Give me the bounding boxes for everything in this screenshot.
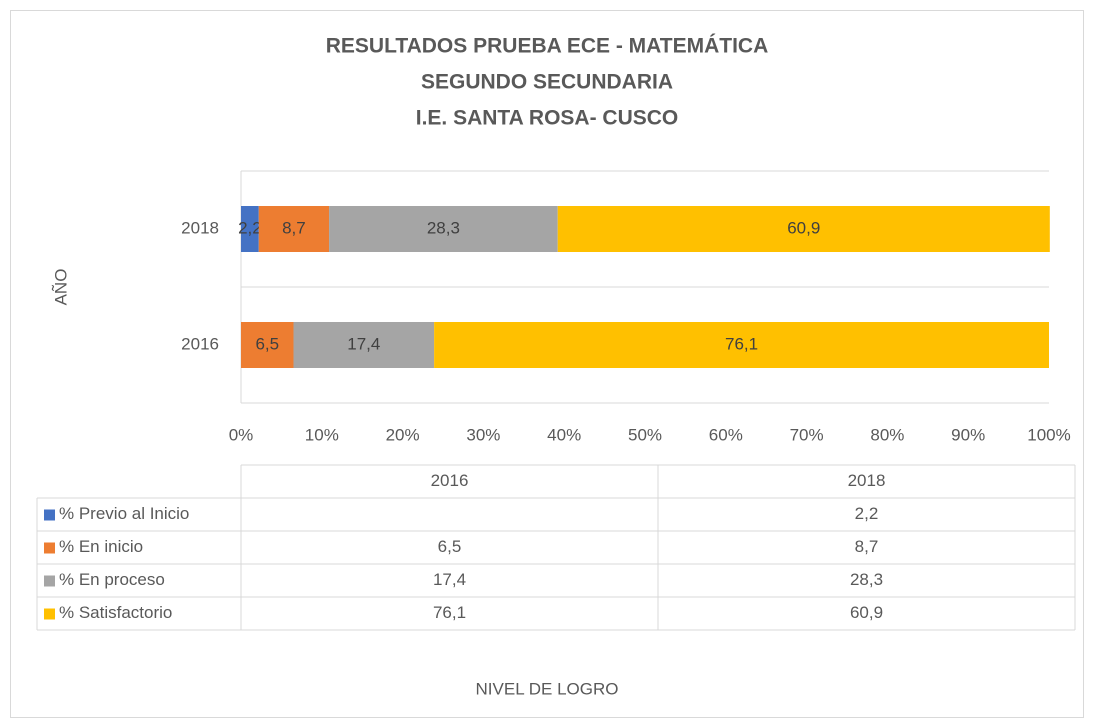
- bar-segment: [557, 206, 1050, 252]
- y-tick-label: 2016: [181, 334, 219, 353]
- bar-segment: [329, 206, 558, 252]
- table-value: 6,5: [438, 537, 462, 556]
- legend-swatch: [44, 542, 55, 554]
- table-value: 76,1: [433, 603, 466, 622]
- legend-label: % Previo al Inicio: [59, 504, 189, 523]
- x-tick-label: 90%: [951, 425, 985, 444]
- chart-title: SEGUNDO SECUNDARIA: [421, 71, 673, 94]
- data-label: 76,1: [725, 334, 758, 353]
- x-tick-label: 30%: [466, 425, 500, 444]
- bar-segment: [241, 322, 294, 368]
- y-tick-label: 2018: [181, 218, 219, 237]
- table-header: 2018: [848, 471, 886, 490]
- legend-label: % Satisfactorio: [59, 603, 172, 622]
- bar-segment: [293, 322, 435, 368]
- x-tick-label: 70%: [790, 425, 824, 444]
- x-tick-label: 0%: [229, 425, 254, 444]
- table-value: 17,4: [433, 570, 466, 589]
- x-tick-label: 60%: [709, 425, 743, 444]
- table-value: 8,7: [855, 537, 879, 556]
- table-value: 28,3: [850, 570, 883, 589]
- data-label: 17,4: [347, 334, 380, 353]
- table-value: 2,2: [855, 504, 879, 523]
- data-label: 28,3: [427, 218, 460, 237]
- bar-segment: [241, 206, 259, 252]
- chart-title: I.E. SANTA ROSA- CUSCO: [416, 107, 679, 130]
- legend-swatch: [44, 509, 55, 521]
- data-label: 60,9: [787, 218, 820, 237]
- x-tick-label: 100%: [1027, 425, 1070, 444]
- table-header: 2016: [431, 471, 469, 490]
- x-axis-label: NIVEL DE LOGRO: [476, 679, 619, 698]
- x-tick-label: 80%: [870, 425, 904, 444]
- x-tick-label: 50%: [628, 425, 662, 444]
- legend-swatch: [44, 608, 55, 620]
- x-tick-label: 40%: [547, 425, 581, 444]
- bar-segment: [258, 206, 330, 252]
- data-label: 8,7: [282, 218, 306, 237]
- legend-swatch: [44, 575, 55, 587]
- y-axis-label: AÑO: [51, 269, 70, 306]
- x-tick-label: 10%: [305, 425, 339, 444]
- bar-segment: [434, 322, 1049, 368]
- x-tick-label: 20%: [386, 425, 420, 444]
- legend-label: % En proceso: [59, 570, 165, 589]
- data-label: 2,2: [238, 218, 262, 237]
- data-label: 6,5: [255, 334, 279, 353]
- legend-label: % En inicio: [59, 537, 143, 556]
- table-value: 60,9: [850, 603, 883, 622]
- chart-title: RESULTADOS PRUEBA ECE - MATEMÁTICA: [326, 35, 769, 58]
